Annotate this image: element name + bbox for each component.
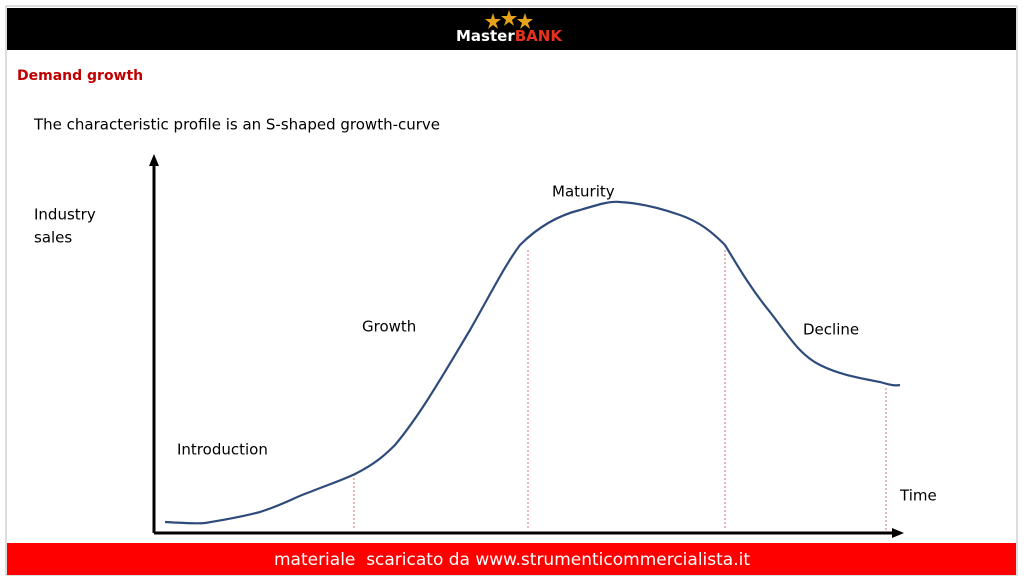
stage-dividers — [353, 250, 887, 530]
y-axis-label: sales — [34, 229, 72, 247]
slide-subtitle: The characteristic profile is an S-shape… — [33, 116, 440, 134]
logo-stars — [485, 10, 533, 29]
footer-text: materiale scaricato da www.strumenticomm… — [274, 550, 750, 570]
x-arrow — [892, 528, 904, 538]
stage-label: Introduction — [177, 441, 268, 459]
axes — [152, 163, 895, 535]
header-bar — [7, 8, 1016, 50]
y-arrow — [149, 154, 159, 166]
x-axis-label: Time — [899, 487, 937, 505]
stage-label: Maturity — [552, 183, 615, 201]
lifecycle-curve — [164, 200, 901, 525]
slide-title: Demand growth — [17, 68, 143, 84]
footer-bar — [7, 543, 1016, 575]
stage-label: Decline — [803, 321, 859, 339]
logo: MasterBANK — [456, 27, 563, 45]
y-axis-label: Industry — [34, 206, 96, 224]
slide-frame — [5, 5, 1018, 576]
logo-part: BANK — [515, 27, 564, 45]
stage-label: Growth — [362, 318, 416, 336]
logo-part: Master — [456, 27, 515, 45]
